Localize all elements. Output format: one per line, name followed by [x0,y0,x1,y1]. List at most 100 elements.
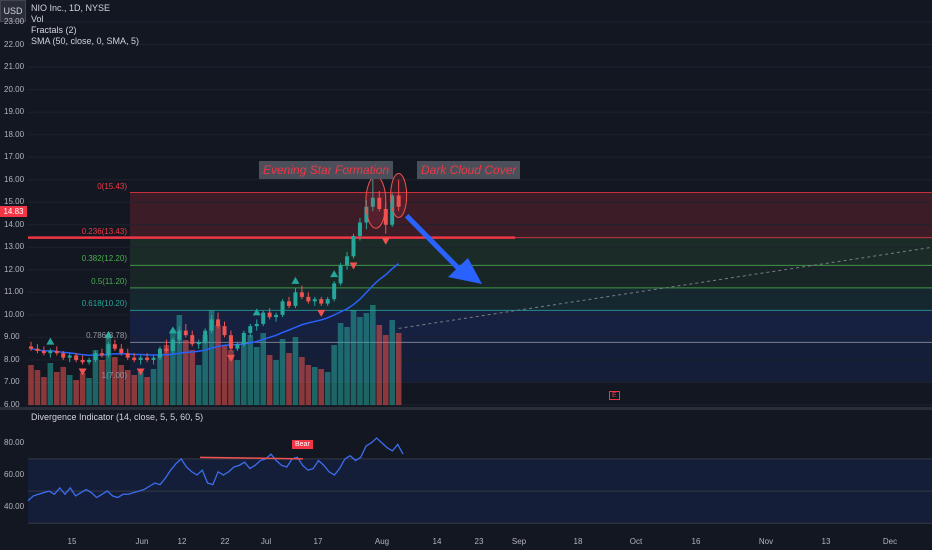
candle-body [319,299,324,304]
candle-body [74,355,79,360]
candle-body [338,265,343,284]
fractal-down-marker [78,368,87,376]
volume-bar [137,372,144,405]
candle-body [196,341,201,345]
time-tick-label: Sep [511,537,527,546]
fractal-down-marker [226,354,235,362]
time-tick-label: Aug [374,537,390,546]
price-tick-label: 23.00 [4,17,25,26]
volume-bar [241,343,247,405]
fib-level-label: 0(15.43) [97,181,127,191]
earnings-badge[interactable]: E [609,391,620,400]
candle-body [345,256,350,266]
time-tick-label: 14 [432,537,442,546]
time-tick-label: 15 [67,537,77,546]
price-tick-label: 9.00 [4,332,20,342]
volume-bar [234,360,241,405]
candle-body [396,195,401,207]
candle-body [158,348,162,358]
indicator-fractals[interactable]: Fractals (2) [31,25,77,35]
candle-body [241,332,246,345]
price-tick-label: 19.00 [4,107,25,117]
candle-body [261,312,266,324]
candle-body [138,357,143,360]
candle-body [370,197,375,207]
volume-bar [73,380,79,405]
fractal-markers [46,161,390,376]
candle-body [364,206,369,223]
volume-bar [66,375,73,405]
volume-bar [376,325,383,405]
candle-body [151,357,156,360]
volume-bar [34,370,41,405]
volume-bar [247,335,254,405]
sma-line [30,263,400,356]
volume-bar [99,360,105,405]
fractal-down-marker [381,237,390,245]
volume-bar [299,357,305,405]
candle-body [235,344,240,349]
volume-bar [331,345,337,405]
candle-body [267,312,272,318]
candle-body [93,353,98,360]
volume-bar [47,363,54,405]
candle-body [112,344,117,349]
time-tick-label: 16 [691,537,701,546]
candle-body [293,292,298,306]
fib-level-label: 1(7.00) [101,371,127,381]
volume-bar [189,350,196,405]
candle-body [125,353,130,358]
fractal-up-marker [46,337,55,345]
fibonacci-retracement-zones [28,192,932,383]
volume-bar [202,335,208,405]
candle-body [164,348,169,351]
rsi-tick-label: 40.00 [4,502,25,512]
price-tick-label: 17.00 [4,152,25,162]
volume-bar [279,339,286,405]
volume-bar [157,355,163,405]
price-tick-label: 22.00 [4,39,25,49]
candle-body [383,208,388,225]
drawing-layer [365,172,482,284]
volume-bar [163,345,170,405]
candle-body [280,301,285,315]
fib-level-label: 0.786(8.78) [86,331,127,341]
currency-label[interactable]: USD [0,0,26,22]
volume-bar [170,330,176,405]
bearish-arrow-shaft [404,213,464,274]
candle-body [87,359,92,363]
fib-zone [130,192,932,238]
fib-zone [130,265,932,288]
volume-bar [208,310,215,405]
indicator-vol[interactable]: Vol [31,14,44,24]
candle-body [29,346,33,349]
sub-indicator-title[interactable]: Divergence Indicator (14, close, 5, 5, 6… [31,412,204,422]
fractal-up-marker [291,276,300,284]
indicator-sma[interactable]: SMA (50, close, 0, SMA, 5) [31,36,140,46]
candlestick-series [29,172,401,365]
divergence-indicator-pane [0,407,932,524]
candle-body [332,283,337,300]
candle-body [145,357,150,360]
volume-bar [215,325,221,405]
volume-bar [395,333,402,405]
volume-bar [363,313,370,405]
volume-bar [286,353,292,405]
volume-bar [183,340,189,405]
fractal-down-marker [349,262,358,270]
bear-divergence-badge[interactable]: Bear [292,440,313,449]
candle-body [48,350,53,354]
time-tick-label: Dec [882,537,898,546]
evening-star-annotation[interactable]: Evening Star Formation [259,161,394,179]
dark-cloud-annotation[interactable]: Dark Cloud Cover [417,161,521,179]
rsi-tick-label: 80.00 [4,437,25,447]
price-tick-label: 11.00 [4,287,24,297]
volume-bar [344,327,350,405]
price-tick-label: 15.00 [4,197,25,207]
volume-bar [357,317,363,405]
candle-body [61,353,66,358]
volume-histogram [28,305,402,405]
fractal-down-marker [317,309,326,317]
candle-body [222,326,227,336]
